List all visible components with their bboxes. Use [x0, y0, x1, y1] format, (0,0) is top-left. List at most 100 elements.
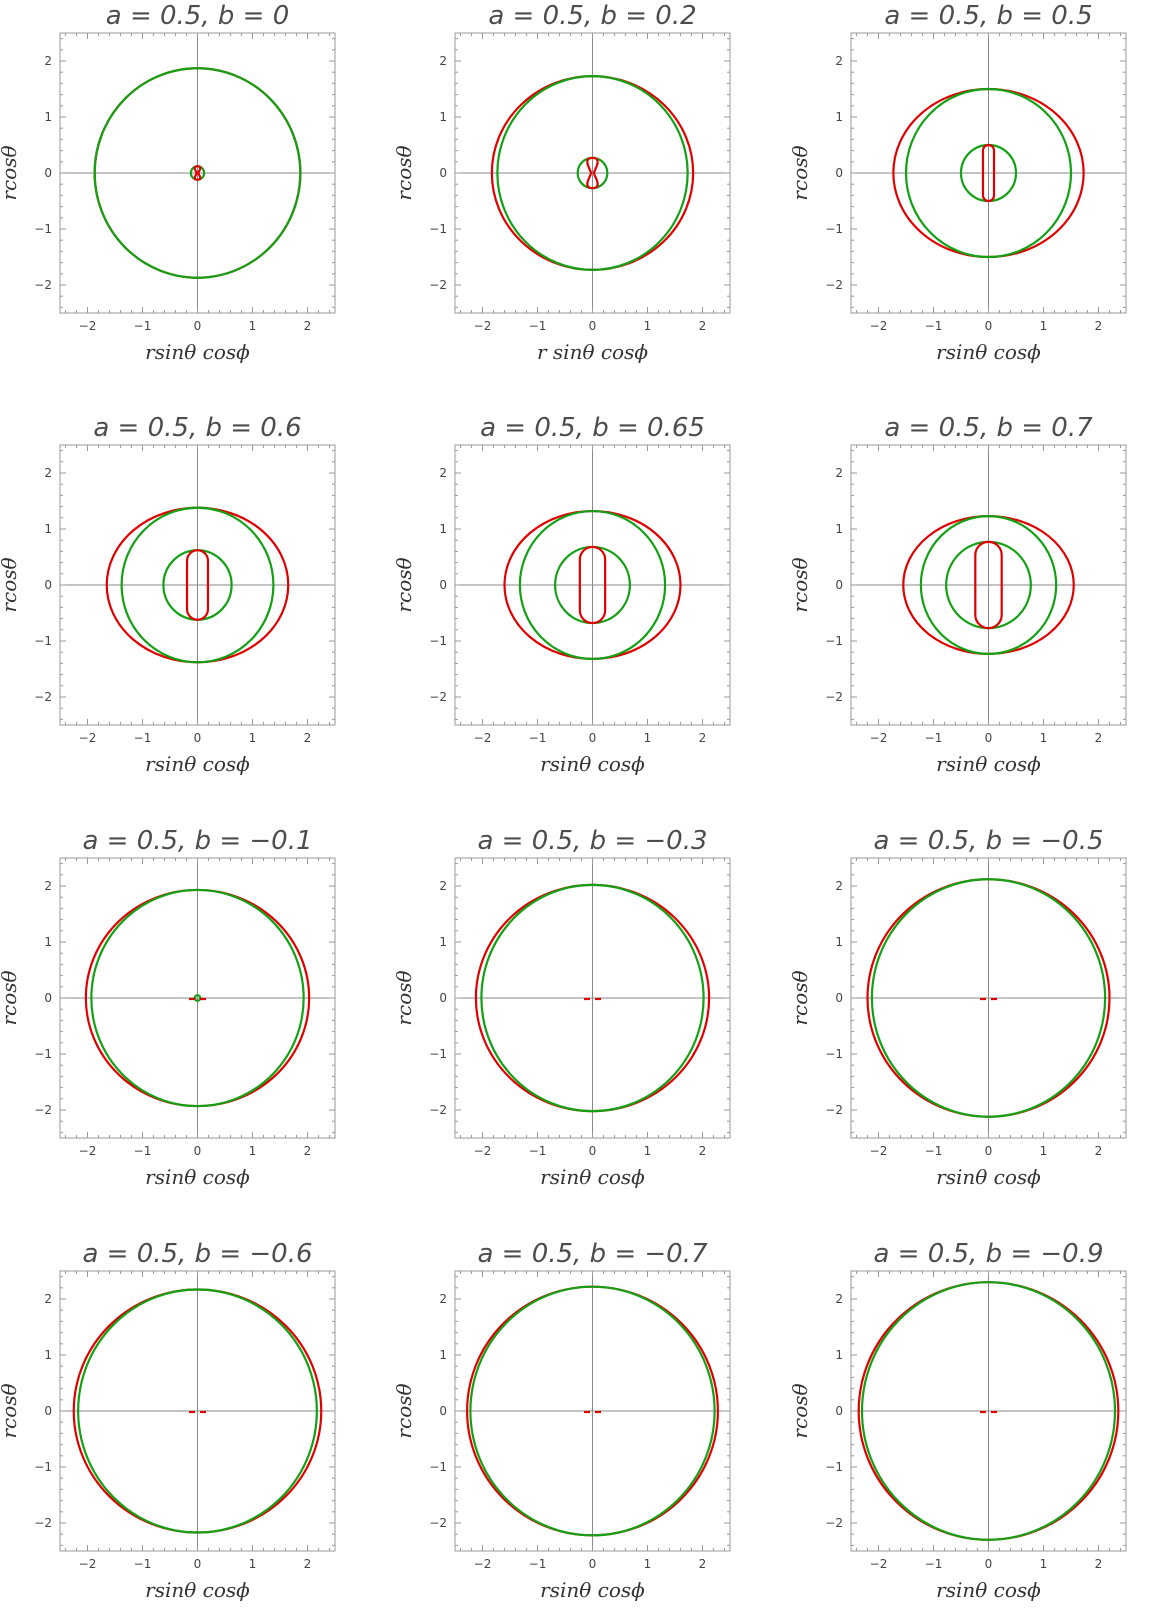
chart-panel-11: a = 0.5, b = −0.7 −2 −1 0 1 2 −2 −1 0 1 2 rsinθ cos…	[392, 1239, 731, 1602]
x-tick-label: 1	[249, 1144, 257, 1158]
y-axis-label: rcosθ	[788, 557, 812, 612]
x-tick-label: 0	[985, 1557, 993, 1571]
y-tick-label: −2	[429, 278, 447, 292]
x-axis-label: rsinθ cosϕ	[936, 1165, 1041, 1189]
x-tick-label: 2	[699, 319, 707, 333]
x-tick-label: −1	[529, 319, 547, 333]
y-tick-label: 0	[439, 991, 447, 1005]
x-tick-label: 0	[985, 319, 993, 333]
y-tick-label: −1	[825, 1047, 843, 1061]
x-tick-label: −1	[925, 1557, 943, 1571]
chart-title: a = 0.5, b = −0.5	[873, 826, 1103, 856]
y-axis-label: rcosθ	[0, 145, 21, 200]
y-tick-label: −2	[34, 1516, 52, 1530]
chart-title: a = 0.5, b = 0.6	[93, 413, 301, 443]
x-tick-label: −2	[870, 1557, 888, 1571]
y-tick-label: 1	[835, 522, 843, 536]
outer-green-circle	[120, 506, 275, 664]
x-tick-label: 0	[985, 1144, 993, 1158]
y-axis-label: rcosθ	[788, 970, 812, 1025]
chart-panel-6: a = 0.5, b = 0.7 −2 −1 0 1 2 −2 −1 0 1 2 rsinθ cosϕ…	[788, 413, 1127, 776]
inner-red-curve	[193, 165, 202, 181]
y-tick-label: 2	[439, 54, 447, 68]
x-tick-label: 0	[194, 1557, 202, 1571]
x-axis-label: rsinθ cosϕ	[540, 1578, 645, 1602]
y-tick-label: −2	[429, 690, 447, 704]
chart-panel-1: a = 0.5, b = 0 −2 −1 0 1 2 −2 −1 0 1 2 rsinθ cosϕ rc…	[0, 1, 336, 364]
y-tick-label: 0	[439, 166, 447, 180]
chart-title: a = 0.5, b = 0.7	[884, 413, 1093, 443]
y-tick-label: 0	[44, 1404, 52, 1418]
x-tick-label: 2	[1095, 319, 1103, 333]
y-tick-label: 0	[835, 166, 843, 180]
x-tick-label: −1	[529, 731, 547, 745]
outer-green-circle	[480, 883, 705, 1113]
y-tick-label: −1	[825, 634, 843, 648]
x-tick-label: 1	[1040, 319, 1048, 333]
x-tick-label: 1	[644, 1557, 652, 1571]
y-tick-label: −2	[34, 278, 52, 292]
chart-panel-10: a = 0.5, b = −0.6 −2 −1 0 1 2 −2 −1 0 1 2 rsinθ cos…	[0, 1239, 336, 1602]
x-tick-label: 1	[1040, 1557, 1048, 1571]
y-tick-label: 2	[835, 879, 843, 893]
y-tick-label: −1	[34, 222, 52, 236]
x-tick-label: −2	[79, 1557, 97, 1571]
x-tick-label: 1	[644, 319, 652, 333]
chart-panel-12: a = 0.5, b = −0.9 −2 −1 0 1 2 −2 −1 0 1 2 rsinθ cos…	[788, 1239, 1127, 1602]
x-tick-label: −2	[474, 1144, 492, 1158]
x-tick-label: 1	[249, 1557, 257, 1571]
y-axis-label: rcosθ	[788, 1383, 812, 1438]
y-tick-label: −2	[34, 690, 52, 704]
x-axis-label: rsinθ cosϕ	[936, 340, 1041, 364]
outer-green-circle	[90, 888, 305, 1108]
outer-green-circle	[93, 67, 302, 279]
y-tick-label: −1	[429, 1047, 447, 1061]
outer-green-circle	[469, 1285, 716, 1537]
x-tick-label: 2	[699, 1557, 707, 1571]
x-tick-label: 2	[1095, 1557, 1103, 1571]
y-tick-label: −1	[429, 222, 447, 236]
y-tick-label: 0	[835, 991, 843, 1005]
inner-red-curve	[974, 540, 1003, 630]
x-tick-label: −1	[529, 1557, 547, 1571]
y-tick-label: 1	[44, 522, 52, 536]
y-tick-label: 2	[44, 1292, 52, 1306]
x-tick-label: 0	[194, 731, 202, 745]
x-tick-label: 0	[589, 1144, 597, 1158]
x-tick-label: 2	[304, 1144, 312, 1158]
chart-panel-5: a = 0.5, b = 0.65 −2 −1 0 1 2 −2 −1 0 1 2 rsinθ cos…	[392, 413, 731, 776]
y-tick-label: −2	[429, 1516, 447, 1530]
y-tick-label: −1	[429, 1460, 447, 1474]
y-tick-label: −1	[34, 1047, 52, 1061]
y-tick-label: 0	[835, 578, 843, 592]
y-tick-label: −2	[825, 1516, 843, 1530]
y-tick-label: 1	[835, 935, 843, 949]
x-tick-label: −1	[134, 319, 152, 333]
x-tick-label: −1	[134, 1557, 152, 1571]
x-axis-label: r sinθ cosϕ	[537, 340, 648, 364]
y-axis-label: rcosθ	[392, 970, 416, 1025]
y-tick-label: 2	[44, 466, 52, 480]
x-tick-label: 2	[304, 319, 312, 333]
chart-title: a = 0.5, b = −0.9	[873, 1239, 1103, 1269]
x-axis-label: rsinθ cosϕ	[936, 752, 1041, 776]
y-axis-label: rcosθ	[0, 557, 21, 612]
x-axis-label: rsinθ cosϕ	[540, 1165, 645, 1189]
y-axis-label: rcosθ	[392, 557, 416, 612]
x-tick-label: 2	[1095, 731, 1103, 745]
y-tick-label: 2	[835, 1292, 843, 1306]
x-tick-label: 0	[589, 1557, 597, 1571]
y-tick-label: 0	[439, 1404, 447, 1418]
x-tick-label: 2	[1095, 1144, 1103, 1158]
chart-panel-8: a = 0.5, b = −0.3 −2 −1 0 1 2 −2 −1 0 1 2 rsinθ cos…	[392, 826, 731, 1189]
y-tick-label: −1	[34, 634, 52, 648]
outer-green-circle	[496, 75, 689, 271]
y-tick-label: 2	[439, 1292, 447, 1306]
x-tick-label: −1	[134, 1144, 152, 1158]
y-tick-label: 0	[44, 991, 52, 1005]
outer-green-circle	[860, 1281, 1117, 1541]
y-tick-label: −1	[34, 1460, 52, 1474]
inner-red-curve	[981, 143, 996, 203]
x-axis-label: rsinθ cosϕ	[145, 752, 250, 776]
y-tick-label: −2	[825, 690, 843, 704]
